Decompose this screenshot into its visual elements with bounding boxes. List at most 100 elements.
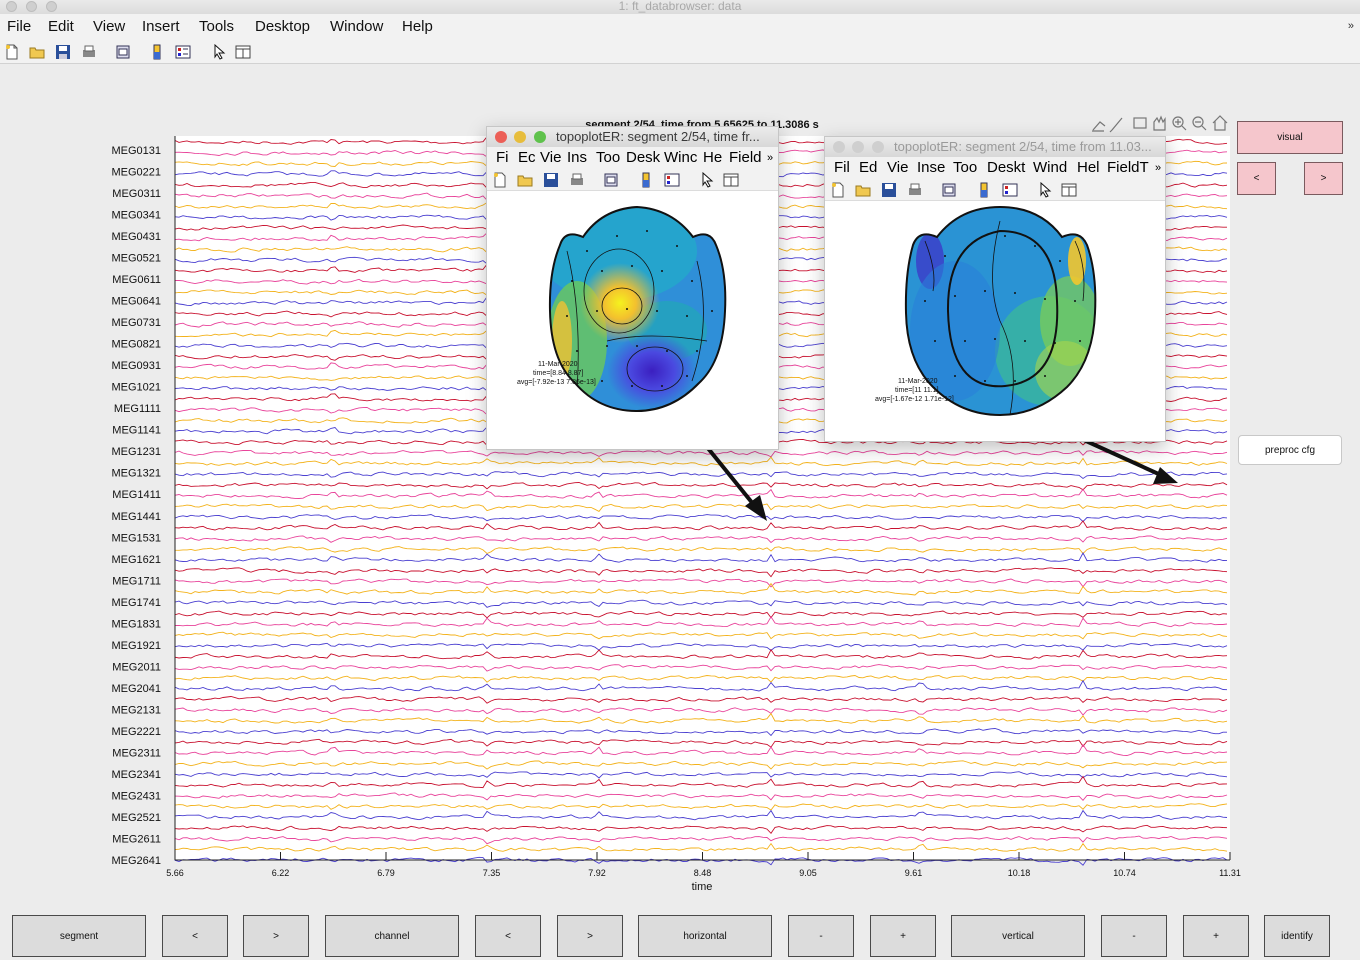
menu-edit[interactable]: Edit bbox=[48, 18, 74, 35]
horizontal-button[interactable]: horizontal bbox=[638, 915, 772, 957]
next-artifact-button[interactable]: > bbox=[1304, 162, 1343, 195]
preproc-cfg-button[interactable]: preproc cfg bbox=[1238, 435, 1342, 465]
channel-next-button[interactable]: > bbox=[557, 915, 623, 957]
channel-label: MEG1141 bbox=[112, 425, 161, 437]
home-icon[interactable] bbox=[1212, 115, 1228, 131]
segment-button[interactable]: segment bbox=[12, 915, 146, 957]
print-icon[interactable] bbox=[907, 182, 923, 198]
topoplot-2-canvas[interactable]: 11-Mar-2020 time=[11 11.1] avg=[-1.67e-1… bbox=[825, 201, 1165, 441]
export-icon[interactable] bbox=[1092, 121, 1106, 132]
menu-insert[interactable]: Inse bbox=[917, 159, 946, 176]
prev-artifact-button[interactable]: < bbox=[1237, 162, 1276, 195]
maximize-icon[interactable] bbox=[534, 131, 546, 143]
legend-icon[interactable] bbox=[175, 44, 191, 60]
channel-label: MEG2221 bbox=[111, 726, 161, 738]
menu-window[interactable]: Window bbox=[330, 18, 384, 35]
colorbar-icon[interactable] bbox=[149, 44, 165, 60]
legend-icon[interactable] bbox=[1002, 182, 1018, 198]
horizontal-minus-button[interactable]: - bbox=[788, 915, 854, 957]
new-figure-icon[interactable] bbox=[4, 44, 20, 60]
minimize-icon[interactable] bbox=[514, 131, 526, 143]
menu-tools[interactable]: Tools bbox=[199, 18, 235, 35]
maximize-icon[interactable] bbox=[872, 141, 884, 153]
head-outline bbox=[548, 205, 727, 413]
menu-desktop[interactable]: Desktop bbox=[255, 18, 311, 35]
visual-button[interactable]: visual bbox=[1237, 121, 1343, 154]
print-icon[interactable] bbox=[569, 172, 585, 188]
minimize-window-button[interactable] bbox=[26, 1, 37, 12]
menu-help[interactable]: He bbox=[703, 149, 723, 166]
save-icon[interactable] bbox=[543, 172, 559, 188]
menu-fieldtrip[interactable]: Field bbox=[729, 149, 762, 166]
save-icon[interactable] bbox=[55, 44, 71, 60]
pointer-icon[interactable] bbox=[211, 44, 227, 60]
segment-prev-button[interactable]: < bbox=[162, 915, 228, 957]
property-editor-icon[interactable] bbox=[1061, 182, 1077, 198]
menu-overflow-icon[interactable]: » bbox=[1347, 20, 1354, 32]
open-file-icon[interactable] bbox=[29, 44, 45, 60]
channel-label: MEG1231 bbox=[111, 446, 161, 458]
minimize-icon[interactable] bbox=[852, 141, 864, 153]
menu-file[interactable]: Fil bbox=[834, 159, 850, 176]
horizontal-plus-button[interactable]: + bbox=[870, 915, 936, 957]
menu-desktop[interactable]: Deskt bbox=[987, 159, 1026, 176]
menu-file[interactable]: File bbox=[7, 18, 32, 35]
save-icon[interactable] bbox=[881, 182, 897, 198]
menu-file[interactable]: Fi bbox=[496, 149, 509, 166]
colorbar-icon[interactable] bbox=[976, 182, 992, 198]
menu-overflow-icon[interactable]: » bbox=[1155, 162, 1162, 174]
menu-edit[interactable]: Ed bbox=[859, 159, 878, 176]
vertical-plus-button[interactable]: + bbox=[1183, 915, 1249, 957]
menu-tools[interactable]: Too bbox=[596, 149, 621, 166]
menu-view[interactable]: View bbox=[93, 18, 126, 35]
channel-button[interactable]: channel bbox=[325, 915, 459, 957]
channel-label: MEG1741 bbox=[111, 597, 161, 609]
pointer-icon[interactable] bbox=[699, 172, 715, 188]
link-figure-icon[interactable] bbox=[941, 182, 957, 198]
new-figure-icon[interactable] bbox=[830, 182, 846, 198]
menu-view[interactable]: Vie bbox=[540, 149, 562, 166]
menu-fieldtrip[interactable]: FieldT bbox=[1107, 159, 1149, 176]
topoplot-1-time: time=[8.84 8.87] bbox=[533, 370, 583, 377]
menu-help[interactable]: Help bbox=[402, 18, 433, 35]
zoom-in-icon[interactable] bbox=[1172, 116, 1184, 128]
zoom-out-icon[interactable] bbox=[1192, 116, 1204, 128]
menu-insert[interactable]: Insert bbox=[142, 18, 180, 35]
menu-insert[interactable]: Ins bbox=[567, 149, 588, 166]
menu-window[interactable]: Wind bbox=[1033, 159, 1068, 176]
topoplot-1-canvas[interactable]: 11-Mar-2020 time=[8.84 8.87] avg=[-7.92e… bbox=[487, 191, 778, 449]
close-window-button[interactable] bbox=[6, 1, 17, 12]
x-tick-label: 5.66 bbox=[166, 868, 184, 878]
close-icon[interactable] bbox=[833, 141, 845, 153]
vertical-minus-button[interactable]: - bbox=[1101, 915, 1167, 957]
menu-edit[interactable]: Ec bbox=[518, 149, 536, 166]
close-icon[interactable] bbox=[495, 131, 507, 143]
colorbar-icon[interactable] bbox=[638, 172, 654, 188]
menu-help[interactable]: Hel bbox=[1077, 159, 1100, 176]
zoom-window-button[interactable] bbox=[46, 1, 57, 12]
brush-icon[interactable] bbox=[1109, 117, 1123, 133]
new-figure-icon[interactable] bbox=[492, 172, 508, 188]
channel-label: MEG1111 bbox=[114, 403, 161, 415]
identify-button[interactable]: identify bbox=[1264, 915, 1330, 957]
legend-icon[interactable] bbox=[664, 172, 680, 188]
menu-window[interactable]: Winc bbox=[664, 149, 698, 166]
property-editor-icon[interactable] bbox=[235, 44, 251, 60]
menu-desktop[interactable]: Desk bbox=[626, 149, 661, 166]
menu-overflow-icon[interactable]: » bbox=[767, 152, 774, 164]
segment-next-button[interactable]: > bbox=[243, 915, 309, 957]
pointer-icon[interactable] bbox=[1037, 182, 1053, 198]
pan-icon[interactable] bbox=[1153, 115, 1166, 131]
datatip-icon[interactable] bbox=[1133, 117, 1147, 129]
open-file-icon[interactable] bbox=[855, 182, 871, 198]
print-icon[interactable] bbox=[81, 44, 97, 60]
vertical-button[interactable]: vertical bbox=[951, 915, 1085, 957]
menu-tools[interactable]: Too bbox=[953, 159, 978, 176]
channel-prev-button[interactable]: < bbox=[475, 915, 541, 957]
open-file-icon[interactable] bbox=[517, 172, 533, 188]
property-editor-icon[interactable] bbox=[723, 172, 739, 188]
link-figure-icon[interactable] bbox=[603, 172, 619, 188]
menu-view[interactable]: Vie bbox=[887, 159, 909, 176]
channel-trace bbox=[174, 835, 1228, 845]
link-figure-icon[interactable] bbox=[115, 44, 131, 60]
